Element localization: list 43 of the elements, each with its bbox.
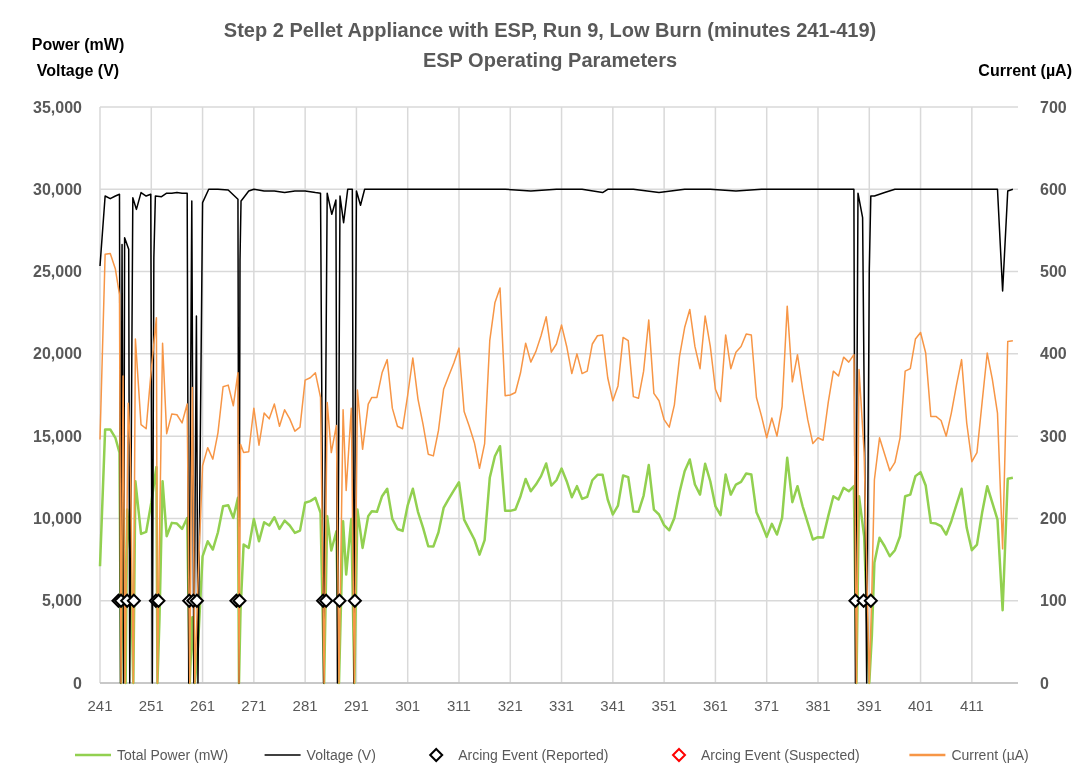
y-tick-label: 25,000: [33, 263, 83, 281]
chart-subtitle: ESP Operating Parameters: [422, 49, 678, 71]
y-tick-label: 20,000: [33, 345, 83, 363]
y-tick-label: 0: [73, 674, 83, 692]
y2-tick-label: 0: [1040, 674, 1049, 692]
y2-tick-label: 600: [1040, 180, 1067, 198]
x-tick-label: 351: [651, 697, 677, 714]
legend-label: Voltage (V): [306, 746, 376, 763]
x-tick-label: 261: [190, 697, 216, 714]
y-tick-label: 35,000: [33, 98, 83, 116]
y-tick-label: 30,000: [33, 180, 83, 198]
y-tick-label: 10,000: [33, 510, 83, 528]
legend-label: Arcing Event (Reported): [458, 746, 609, 763]
y-tick-label: 5,000: [41, 592, 83, 610]
x-tick-label: 281: [292, 697, 318, 714]
x-tick-label: 271: [241, 697, 267, 714]
x-tick-label: 411: [959, 697, 984, 714]
y-tick-label: 15,000: [33, 427, 83, 445]
legend-label: Current (µA): [951, 746, 1029, 763]
legend-label: Arcing Event (Suspected): [701, 746, 860, 763]
legend-label: Total Power (mW): [117, 746, 229, 763]
x-tick-label: 341: [600, 697, 626, 714]
x-tick-label: 251: [138, 697, 164, 714]
y2-tick-label: 500: [1040, 263, 1067, 281]
x-tick-label: 301: [395, 697, 421, 714]
y2-tick-label: 100: [1040, 592, 1067, 610]
x-tick-label: 321: [497, 697, 523, 714]
x-tick-label: 331: [549, 697, 575, 714]
y2-tick-label: 400: [1040, 345, 1067, 363]
x-tick-label: 401: [908, 697, 934, 714]
y2-axis-title: Current (µA): [978, 62, 1072, 79]
x-tick-label: 311: [447, 697, 471, 714]
y2-tick-label: 300: [1040, 427, 1067, 445]
x-tick-label: 391: [856, 697, 882, 714]
chart-title: Step 2 Pellet Appliance with ESP, Run 9, Low Burn (minutes 241-419): [223, 19, 877, 41]
x-tick-label: 371: [754, 697, 780, 714]
x-tick-label: 241: [87, 697, 113, 714]
y-axis-title: Power (mW) Voltage (V): [31, 36, 125, 79]
x-tick-label: 381: [805, 697, 831, 714]
y2-tick-label: 200: [1040, 510, 1067, 528]
x-tick-label: 291: [343, 697, 369, 714]
y2-tick-label: 700: [1040, 98, 1067, 116]
x-tick-label: 361: [702, 697, 728, 714]
